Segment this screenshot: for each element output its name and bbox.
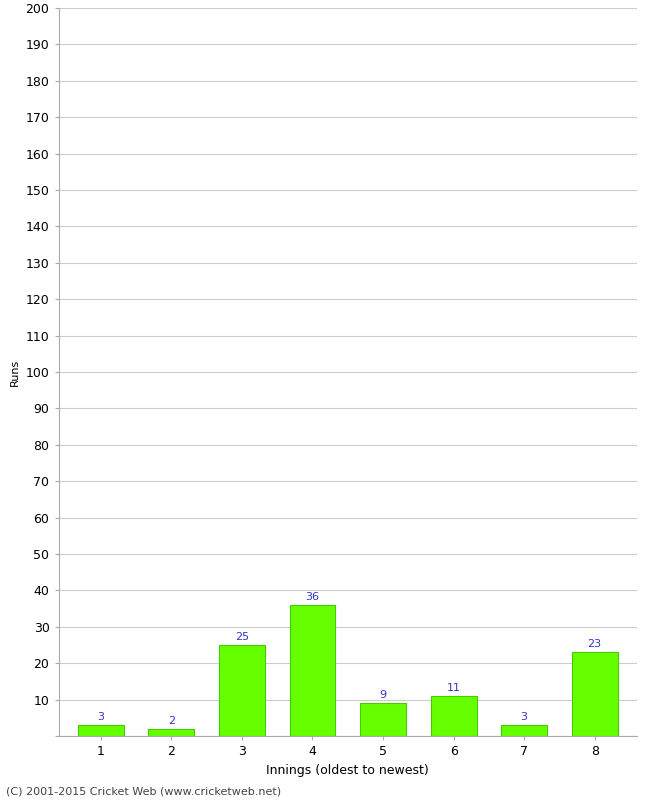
Text: 11: 11 — [447, 683, 461, 693]
Bar — [360, 703, 406, 736]
Bar — [572, 652, 618, 736]
Text: 23: 23 — [588, 639, 602, 650]
Text: 3: 3 — [98, 712, 105, 722]
X-axis label: Innings (oldest to newest): Innings (oldest to newest) — [266, 763, 429, 777]
Text: 2: 2 — [168, 716, 175, 726]
Y-axis label: Runs: Runs — [10, 358, 20, 386]
Text: 36: 36 — [306, 592, 320, 602]
Text: 3: 3 — [521, 712, 528, 722]
Text: 25: 25 — [235, 632, 249, 642]
Bar — [289, 605, 335, 736]
Text: 9: 9 — [380, 690, 387, 700]
Bar — [431, 696, 476, 736]
Bar — [78, 725, 124, 736]
Bar — [501, 725, 547, 736]
Bar — [148, 729, 194, 736]
Text: (C) 2001-2015 Cricket Web (www.cricketweb.net): (C) 2001-2015 Cricket Web (www.cricketwe… — [6, 786, 281, 796]
Bar — [219, 645, 265, 736]
